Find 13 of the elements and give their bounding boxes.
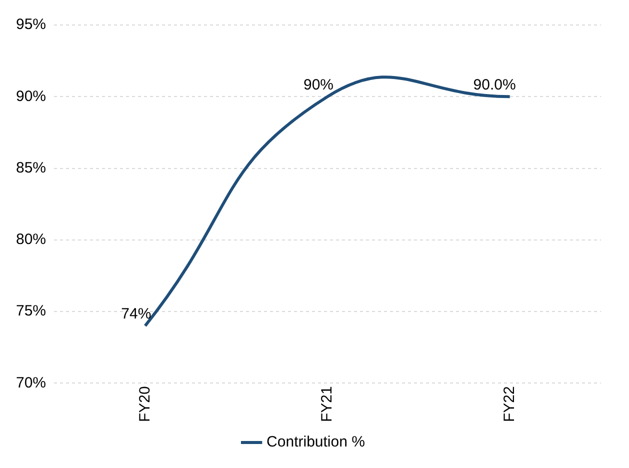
legend-label: Contribution % [266,434,365,451]
y-tick-label: 95% [16,16,46,34]
x-tick-label: FY20 [136,386,154,422]
y-tick-label: 90% [16,88,46,105]
x-tick-label: FY21 [318,386,336,422]
y-tick-label: 70% [16,374,46,392]
y-tick-label: 75% [16,302,46,320]
data-label: 74% [121,305,152,322]
x-tick-label: FY22 [500,386,518,422]
y-tick-label: 85% [16,159,46,176]
y-tick-label: 80% [16,231,46,248]
data-label: 90% [303,76,334,94]
data-label: 90.0% [473,76,516,94]
